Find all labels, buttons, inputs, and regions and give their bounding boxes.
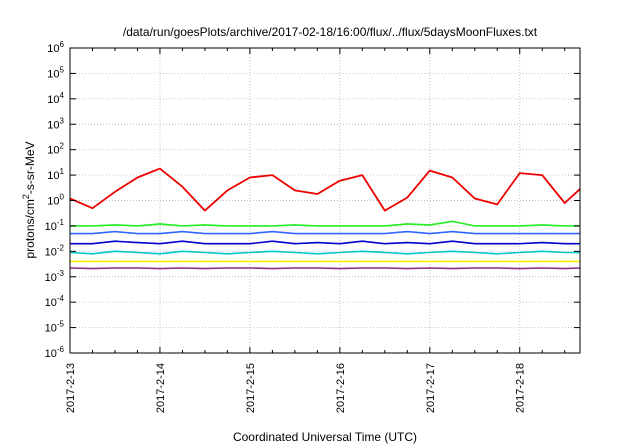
- x-axis-label: Coordinated Universal Time (UTC): [233, 430, 417, 444]
- grid: [70, 48, 580, 353]
- y-tick-label: 10-6: [45, 345, 65, 360]
- y-axis-label: protons/cm2-s-sr-MeV: [21, 141, 37, 258]
- x-tick-label: 2017-2-14: [155, 363, 167, 413]
- y-tick-label: 10-1: [45, 218, 65, 233]
- x-tick-label: 2017-2-16: [335, 363, 347, 413]
- y-tick-label: 10-5: [45, 320, 65, 335]
- x-tick-label: 2017-2-13: [65, 363, 77, 413]
- series-line-7: [69, 267, 581, 270]
- y-tick-label: 10-2: [45, 243, 65, 258]
- plot-frame: [69, 47, 581, 354]
- y-tick-label: 104: [47, 91, 64, 106]
- series-line-3: [70, 230, 580, 235]
- y-tick-label: 105: [47, 65, 64, 80]
- y-tick-label: 106: [47, 40, 64, 55]
- y-tick-label: 100: [47, 193, 64, 208]
- chart-title: /data/run/goesPlots/archive/2017-02-18/1…: [123, 25, 538, 39]
- y-tick-label: 101: [47, 167, 64, 182]
- x-tick-label: 2017-2-17: [425, 363, 437, 413]
- x-tick-label: 2017-2-15: [245, 363, 257, 413]
- y-ticks: 106 105 104 103 102 101 100 10-1 10-2 10-3 10-4 10-…: [45, 40, 580, 360]
- series-line-4: [70, 240, 580, 245]
- y-tick-label: 10-4: [45, 294, 65, 309]
- y-tick-label: 10-3: [45, 269, 65, 284]
- x-ticks: 2017-2-13 2017-2-14 2017-2-15 2017-2-16 2017…: [65, 48, 566, 413]
- series-line-2: [70, 220, 580, 227]
- x-tick-label: 2017-2-18: [515, 363, 527, 413]
- series-group: [69, 167, 581, 270]
- series-line-1: [69, 167, 581, 212]
- series-line-5: [69, 250, 580, 255]
- y-tick-label: 103: [47, 116, 64, 131]
- y-tick-label: 102: [47, 142, 64, 157]
